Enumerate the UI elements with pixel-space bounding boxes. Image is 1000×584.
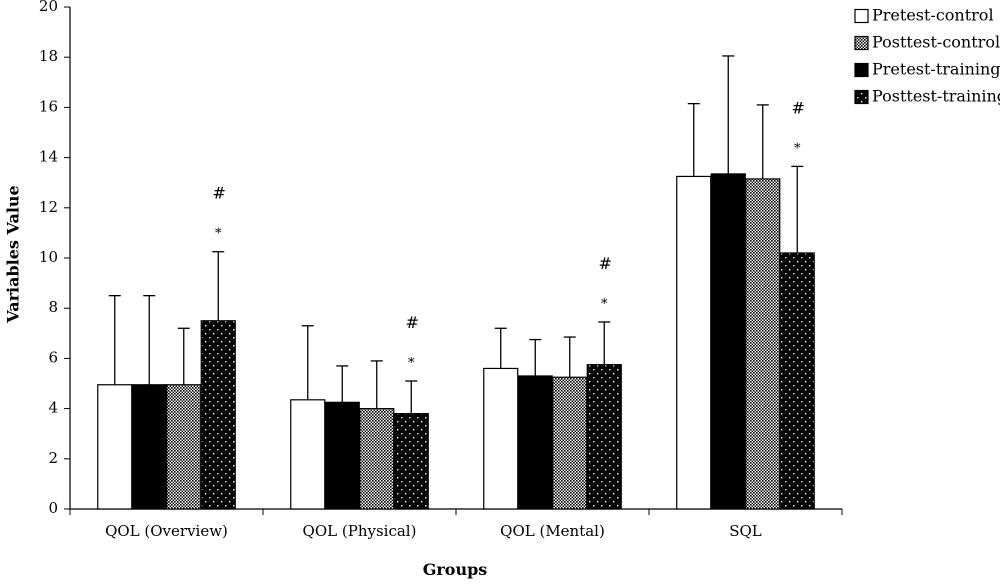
significance-hash: #: [792, 98, 805, 117]
x-category-label: QOL (Overview): [105, 522, 228, 540]
bar: [710, 173, 746, 510]
y-tick-label: 8: [48, 298, 58, 316]
legend-swatch: [854, 8, 869, 24]
x-category-label: SQL: [729, 522, 762, 540]
bar: [552, 376, 588, 510]
bar: [517, 375, 553, 510]
bar: [97, 384, 133, 510]
y-tick-label: 0: [48, 499, 58, 517]
bar: [359, 408, 395, 510]
legend-label: Posttest-control: [872, 33, 1000, 52]
bar: [676, 175, 712, 510]
legend-label: Pretest-training: [872, 60, 1000, 79]
x-category-label: QOL (Mental): [500, 522, 605, 540]
y-tick-label: 12: [39, 198, 58, 216]
bar: [290, 399, 326, 510]
y-tick-label: 20: [39, 0, 58, 15]
bar: [779, 252, 815, 510]
significance-hash: #: [213, 184, 226, 203]
significance-star: *: [408, 356, 415, 371]
significance-star: *: [601, 297, 608, 312]
significance-star: *: [794, 141, 801, 156]
legend-swatch: [854, 89, 869, 105]
x-axis-title: Groups: [423, 560, 488, 579]
legend-swatch: [854, 35, 869, 51]
y-tick-label: 10: [39, 248, 58, 266]
legend-swatch: [854, 62, 869, 78]
y-tick-label: 16: [39, 97, 58, 115]
y-axis-title: Variables Value: [4, 185, 23, 323]
significance-star: *: [215, 227, 222, 242]
bar: [586, 364, 622, 510]
bar: [200, 320, 236, 510]
legend-label: Posttest-training: [872, 87, 1000, 106]
significance-hash: #: [599, 254, 612, 273]
legend-label: Pretest-control: [872, 6, 994, 25]
bar: [393, 413, 429, 510]
y-tick-label: 14: [39, 148, 58, 166]
bar: [483, 367, 519, 510]
bar: [745, 178, 781, 510]
bar: [166, 384, 202, 510]
significance-hash: #: [406, 313, 419, 332]
bar: [131, 384, 167, 510]
y-tick-label: 6: [48, 348, 58, 366]
bar: [324, 401, 360, 510]
legend: Pretest-control Posttest-control Pretest-t…: [854, 6, 1000, 106]
plot-area: 0 2 4 6 8 10 12 14 16 18 20 QOL (Overview) QOL (Phys…: [39, 0, 843, 540]
y-tick-label: 18: [39, 47, 58, 65]
x-category-label: QOL (Physical): [303, 522, 417, 540]
y-tick-label: 4: [48, 399, 58, 417]
y-tick-label: 2: [48, 449, 58, 467]
